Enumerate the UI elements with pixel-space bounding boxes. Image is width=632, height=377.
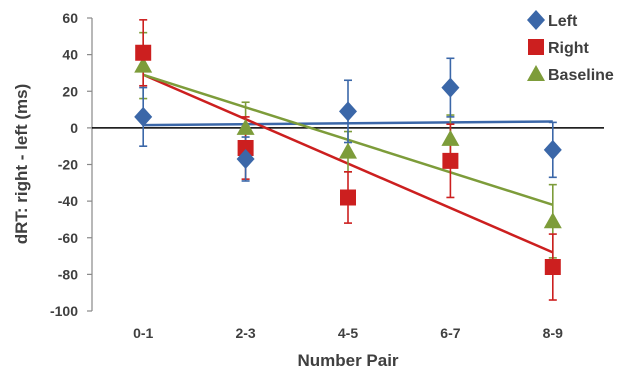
x-tick-label: 2-3 — [235, 325, 255, 341]
legend-label-right: Right — [548, 40, 590, 57]
legend-label-baseline: Baseline — [548, 67, 614, 84]
legend-label-left: Left — [548, 13, 578, 30]
data-point-right — [237, 140, 254, 157]
y-tick-label: 0 — [70, 120, 78, 136]
data-point-left — [236, 149, 255, 170]
legend-marker-right — [528, 39, 544, 55]
y-axis-title: dRT: right - left (ms) — [12, 84, 31, 245]
legend: Left Right Baseline — [527, 10, 614, 84]
data-point-baseline — [441, 129, 460, 146]
data-point-right — [544, 259, 561, 276]
y-tick-label: -40 — [58, 193, 78, 209]
y-tick-label: -100 — [50, 303, 78, 319]
y-tick-label: -60 — [58, 230, 78, 246]
x-tick-label: 4-5 — [338, 325, 358, 341]
data-point-right — [442, 152, 459, 169]
x-tick-label: 8-9 — [543, 325, 563, 341]
data-point-right — [340, 189, 356, 206]
data-point-baseline — [543, 212, 562, 229]
y-tick-label: -20 — [58, 157, 78, 173]
y-ticks: 60 40 20 0 -20 -40 -60 -80 -100 — [50, 10, 92, 319]
data-point-left — [441, 77, 460, 98]
data-point-left — [134, 106, 153, 127]
y-tick-label: -80 — [58, 266, 78, 282]
legend-marker-baseline — [527, 65, 545, 81]
x-tick-label: 6-7 — [440, 325, 460, 341]
data-point-baseline — [134, 56, 153, 73]
y-tick-label: 40 — [62, 47, 78, 63]
data-point-right — [135, 44, 152, 61]
legend-item-baseline: Baseline — [527, 65, 614, 84]
x-tick-label: 0-1 — [133, 325, 153, 341]
y-tick-label: 60 — [62, 10, 78, 26]
data-point-baseline — [339, 142, 357, 159]
data-point-baseline — [236, 118, 255, 135]
x-ticks: 0-1 2-3 4-5 6-7 8-9 — [133, 325, 563, 341]
data-point-left — [543, 139, 562, 160]
x-axis-title: Number Pair — [297, 351, 398, 370]
legend-item-right: Right — [528, 39, 590, 57]
y-tick-label: 20 — [62, 83, 78, 99]
plot-area — [134, 19, 562, 301]
legend-marker-left — [527, 10, 545, 30]
data-point-left — [339, 101, 357, 122]
legend-item-left: Left — [527, 10, 578, 30]
